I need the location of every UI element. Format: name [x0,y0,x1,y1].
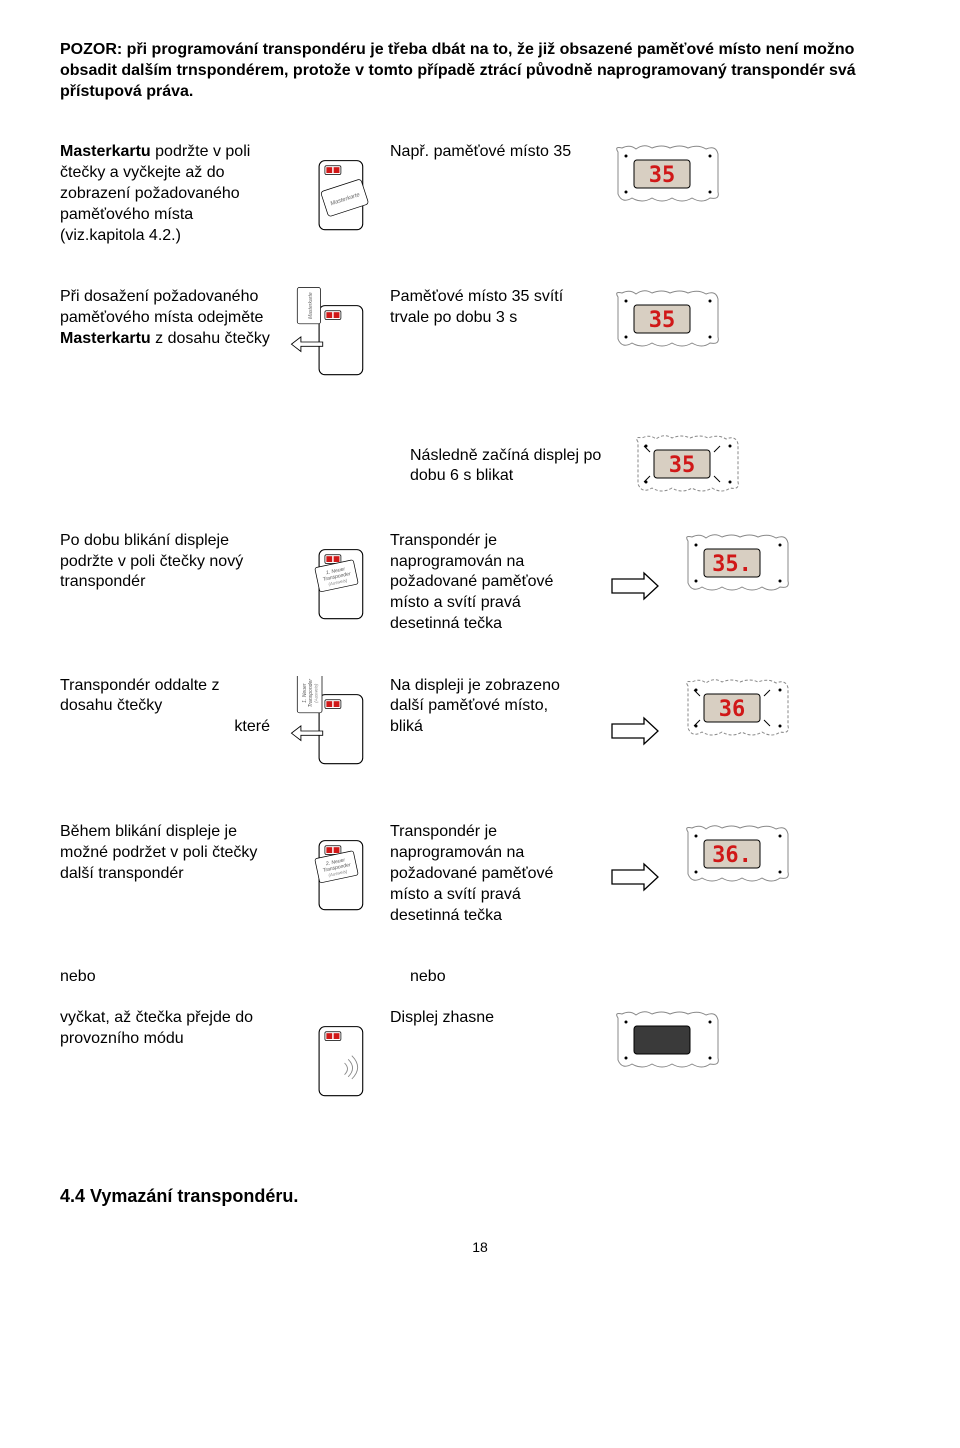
step-4: Po dobu blikání displeje podržte v poli … [60,531,900,648]
step6-left: Během blikání displeje je možné podržet … [60,822,270,884]
step7-left: vyčkat, až čtečka přejde do provozního m… [60,1008,270,1050]
step1-left: Masterkartu podržte v poli čtečky a vyčk… [60,142,270,246]
warning-text: POZOR: při programování transpondéru je … [60,40,900,102]
svg-text:(Ausweis): (Ausweis) [314,683,319,703]
display-35: 35 [610,142,725,211]
svg-text:36: 36 [719,697,746,722]
svg-text:35: 35 [649,308,676,333]
step-2: Při dosažení požadovaného paměťového mís… [60,287,900,404]
svg-text:35: 35 [649,163,676,188]
svg-text:35.: 35. [712,552,752,577]
step3-right: Následně začíná displej po dobu 6 s blik… [410,446,610,488]
svg-text:1. Neuer: 1. Neuer [302,683,308,703]
step-5: Transpondér oddalte z dosahu čtečky kter… [60,676,900,793]
arrow-right-3 [610,862,660,899]
step4-left: Po dobu blikání displeje podržte v poli … [60,531,270,593]
reader-card-remove: Masterkarte [290,287,370,404]
reader-transponder-1: 1. Neuer Transponder (Ausweis) [290,531,370,648]
display-35-blink: 35 [630,432,745,501]
reader-transponder-2: 2. Neuer Transponder (Ausweis) [290,822,370,939]
page-number: 18 [60,1238,900,1256]
step5-left: Transpondér oddalte z dosahu čtečky kter… [60,676,270,738]
step-6: Během blikání displeje je možné podržet … [60,822,900,939]
display-36-dot: 36. [680,822,795,891]
step-7: vyčkat, až čtečka přejde do provozního m… [60,1008,900,1125]
display-35-dot: 35. [680,531,795,600]
display-36-blink: 36 [680,676,795,745]
reader-plain [290,1008,370,1125]
nebo-row: nebo nebo [60,967,900,988]
step4-right: Transpondér je naprogramován na požadova… [390,531,590,635]
arrow-right-2 [610,716,660,753]
svg-text:Transponder: Transponder [308,678,314,707]
step1-right: Např. paměťové místo 35 [390,142,590,163]
step2-right: Paměťové místo 35 svítí trvale po dobu 3… [390,287,590,329]
step6-right: Transpondér je naprogramován na požadova… [390,822,590,926]
display-blank [610,1008,725,1077]
step5-right: Na displeji je zobrazeno další paměťové … [390,676,590,738]
step7-right: Displej zhasne [390,1008,590,1029]
step-1: Masterkartu podržte v poli čtečky a vyčk… [60,142,900,259]
nebo-left: nebo [60,967,410,988]
display-35b: 35 [610,287,725,356]
svg-text:35: 35 [669,453,696,478]
step2-left: Při dosažení požadovaného paměťového mís… [60,287,270,349]
svg-text:36.: 36. [712,843,752,868]
step-3: Následně začíná displej po dobu 6 s blik… [410,432,900,501]
reader-with-card: Masterkarte [290,142,370,259]
nebo-right: nebo [410,967,446,988]
reader-transponder-remove: 1. Neuer Transponder (Ausweis) [290,676,370,793]
svg-text:Masterkarte: Masterkarte [308,292,314,319]
section-4-4: 4.4 Vymazání transpondéru. [60,1185,900,1208]
arrow-right-1 [610,571,660,608]
